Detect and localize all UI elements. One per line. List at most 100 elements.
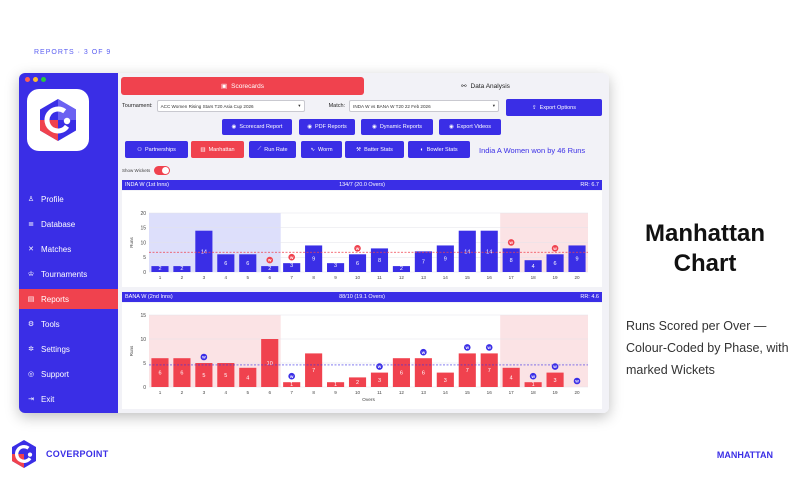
button-label: Dynamic Reports — [379, 124, 422, 130]
wicket-marker — [507, 239, 515, 246]
powerplay-region — [149, 315, 281, 387]
bar-value-label: 6 — [400, 371, 403, 377]
bar-value-label: 6 — [158, 371, 161, 377]
scorecard-report-button[interactable]: ◉ Scorecard Report — [222, 119, 292, 135]
bar-value-label: 1 — [532, 382, 535, 388]
wicket-marker — [288, 372, 295, 380]
export-options-label: Export Options — [539, 104, 576, 111]
wicket-marker — [354, 245, 361, 252]
bar-over-2 — [173, 358, 191, 387]
x-tick-label: 8 — [312, 275, 315, 280]
bar-over-18 — [524, 382, 542, 387]
sidebar-item-database[interactable]: ≣ Database — [19, 214, 118, 234]
x-tick-label: 10 — [355, 390, 361, 395]
x-tick-label: 12 — [399, 390, 405, 395]
sidebar-item-settings[interactable]: ✲ Settings — [19, 339, 118, 359]
bar-over-15 — [458, 230, 476, 272]
wicket-marker-label: W — [202, 356, 206, 360]
x-tick-label: 13 — [421, 390, 427, 395]
bar-value-label: 14 — [201, 249, 207, 255]
bar-over-3 — [195, 230, 213, 272]
innings-header-2: BANA W (2nd Inns) 88/10 (19.1 Overs) RR:… — [122, 292, 602, 302]
x-tick-label: 19 — [553, 275, 559, 280]
bar-over-5 — [239, 367, 257, 387]
slide-title: Manhattan Chart — [620, 219, 790, 279]
x-tick-label: 1 — [159, 390, 162, 395]
x-tick-label: 12 — [399, 275, 405, 280]
bowler-icon: ◐ — [420, 146, 424, 153]
y-axis-label: Runs — [129, 345, 134, 356]
sidebar-item-tournaments[interactable]: ♔ Tournaments — [19, 264, 118, 284]
main-panel: ▣ Scorecards ⚯ Data Analysis Tournament:… — [118, 73, 609, 413]
dynamic-icon: ◉ — [372, 124, 377, 130]
bar-value-label: 2 — [158, 266, 161, 272]
chart-button-bowler-stats[interactable]: ◐ Bowler Stats — [408, 141, 470, 158]
chart-button-manhattan[interactable]: ▥ Manhattan — [191, 141, 244, 158]
pdf-reports-button[interactable]: ◉ PDF Reports — [299, 119, 355, 135]
wicket-marker-label: W — [268, 259, 272, 263]
footer-label: MANHATTAN — [716, 450, 773, 460]
bar-value-label: 7 — [422, 260, 425, 266]
bar-over-4 — [217, 254, 235, 272]
wicket-marker — [463, 344, 471, 351]
video-icon: ◉ — [449, 124, 454, 130]
x-tick-label: 3 — [203, 390, 206, 395]
support-icon: ◎ — [27, 371, 35, 378]
export-icon: ⇪ — [532, 104, 537, 111]
sidebar-item-tools[interactable]: ⚙ Tools — [19, 314, 118, 334]
x-tick-label: 1 — [159, 275, 162, 280]
trophy-icon: ♔ — [27, 271, 35, 278]
minimize-window-button[interactable] — [33, 77, 38, 82]
wicket-marker — [266, 256, 274, 264]
sidebar-item-exit[interactable]: ⇥ Exit — [19, 389, 118, 409]
export-videos-button[interactable]: ◉ Export Videos — [439, 119, 501, 135]
sidebar-item-reports[interactable]: ▤ Reports — [19, 289, 118, 309]
tab-bar: ▣ Scorecards ⚯ Data Analysis — [118, 77, 609, 95]
bar-over-6 — [261, 266, 279, 272]
tab-scorecards[interactable]: ▣ Scorecards — [121, 77, 364, 95]
batter-icon: ⚒ — [356, 146, 362, 153]
wicket-marker-label: W — [509, 241, 513, 245]
manhattan-icon: ▥ — [200, 146, 206, 153]
bar-over-12 — [392, 266, 410, 272]
show-wickets-toggle[interactable] — [154, 166, 171, 175]
sidebar-item-support[interactable]: ◎ Support — [19, 364, 118, 384]
chart-button-run-rate[interactable]: ⟋ Run Rate — [249, 141, 296, 158]
button-label: Partnerships — [145, 146, 176, 153]
bar-value-label: 5 — [224, 373, 227, 379]
sidebar-item-label: Support — [41, 369, 70, 379]
wicket-marker — [485, 344, 493, 351]
tab-label: Data Analysis — [470, 82, 510, 90]
zoom-window-button[interactable] — [41, 77, 46, 82]
sidebar-item-label: Settings — [41, 344, 70, 354]
wicket-marker-label: W — [553, 365, 557, 369]
bar-value-label: 9 — [444, 257, 447, 263]
sidebar-item-matches[interactable]: ✕ Matches — [19, 239, 118, 259]
export-options-button[interactable]: ⇪ Export Options — [506, 99, 602, 116]
bar-value-label: 2 — [400, 266, 403, 272]
x-tick-label: 6 — [268, 275, 271, 280]
close-window-button[interactable] — [25, 77, 30, 82]
tournament-select[interactable]: ACC Women Rising Stars T20 Asia Cup 2026… — [156, 100, 305, 112]
x-tick-label: 14 — [443, 275, 449, 280]
x-tick-label: 5 — [246, 390, 249, 395]
chart-button-worm[interactable]: ∿ Worm — [301, 141, 342, 158]
x-tick-label: 2 — [181, 390, 184, 395]
match-select[interactable]: INDA W vs BANA W T20 22 Feb 2026 ▾ — [349, 100, 500, 112]
wicket-marker — [529, 372, 537, 380]
chart-button-partnerships[interactable]: ⚇ Partnerships — [125, 141, 188, 158]
reports-icon: ▤ — [27, 296, 35, 303]
bar-value-label: 2 — [356, 380, 359, 386]
dynamic-reports-button[interactable]: ◉ Dynamic Reports — [361, 119, 433, 135]
bar-value-label: 6 — [180, 371, 183, 377]
chart-button-batter-stats[interactable]: ⚒ Batter Stats — [345, 141, 404, 158]
bar-value-label: 9 — [312, 257, 315, 263]
bar-value-label: 2 — [180, 266, 183, 272]
x-tick-label: 17 — [509, 275, 515, 280]
sidebar-item-profile[interactable]: ♙ Profile — [19, 189, 118, 209]
bar-value-label: 8 — [510, 258, 513, 264]
button-label: Batter Stats — [364, 146, 393, 153]
tab-data-analysis[interactable]: ⚯ Data Analysis — [364, 77, 607, 95]
scorecard-icon: ◉ — [231, 124, 237, 130]
